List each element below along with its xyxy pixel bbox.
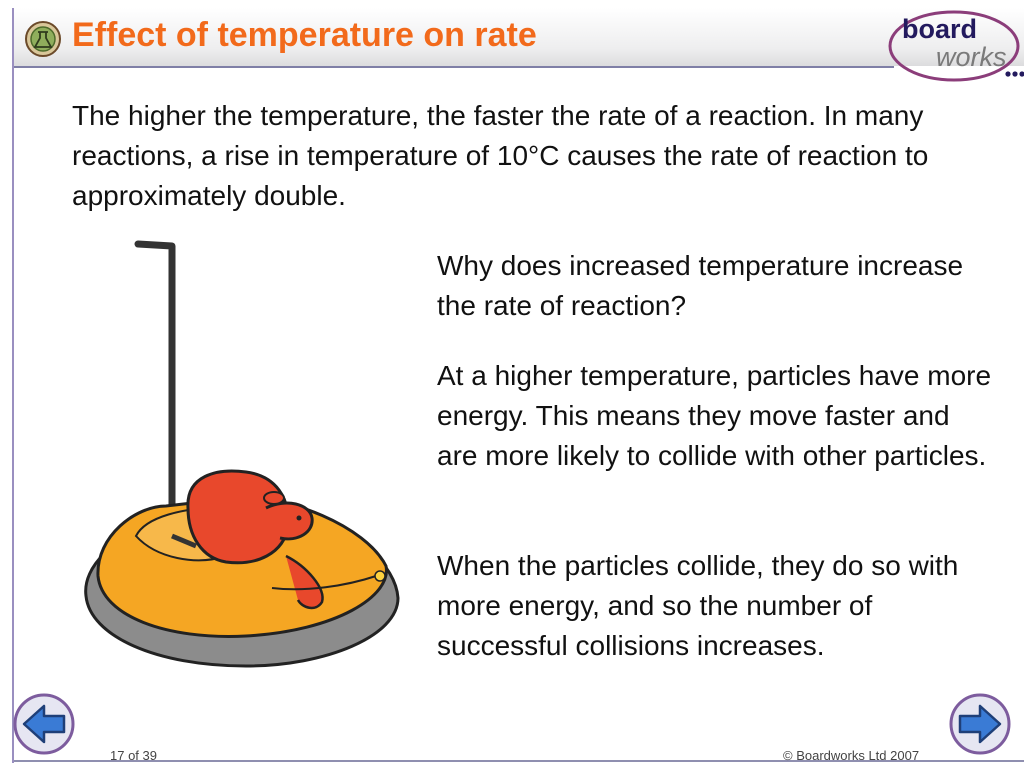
arrow-left-icon xyxy=(13,693,75,755)
footer-divider xyxy=(14,760,1024,762)
intro-paragraph: The higher the temperature, the faster t… xyxy=(72,100,929,211)
page-counter: 17 of 39 xyxy=(110,748,157,763)
next-slide-button[interactable] xyxy=(948,692,1012,756)
page-title: Effect of temperature on rate xyxy=(72,16,537,54)
logo-ring xyxy=(888,10,1024,82)
question-text: Why does increased temperature increase … xyxy=(437,250,964,321)
logo-word-board: board xyxy=(902,14,978,44)
logo-word-works: works xyxy=(936,42,1007,72)
answer-paragraph-2: When the particles collide, they do so w… xyxy=(437,550,959,661)
left-border xyxy=(12,8,14,763)
header-band xyxy=(14,8,1024,66)
boardworks-logo: board works xyxy=(880,4,1024,90)
reaction-flask-icon xyxy=(24,20,62,58)
header-divider xyxy=(14,66,894,68)
previous-slide-button[interactable] xyxy=(12,692,76,756)
answer-paragraph-1: At a higher temperature, particles have … xyxy=(437,360,992,471)
bumper-car-illustration xyxy=(76,236,406,672)
arrow-right-icon xyxy=(949,693,1011,755)
copyright-notice: © Boardworks Ltd 2007 xyxy=(783,748,920,763)
